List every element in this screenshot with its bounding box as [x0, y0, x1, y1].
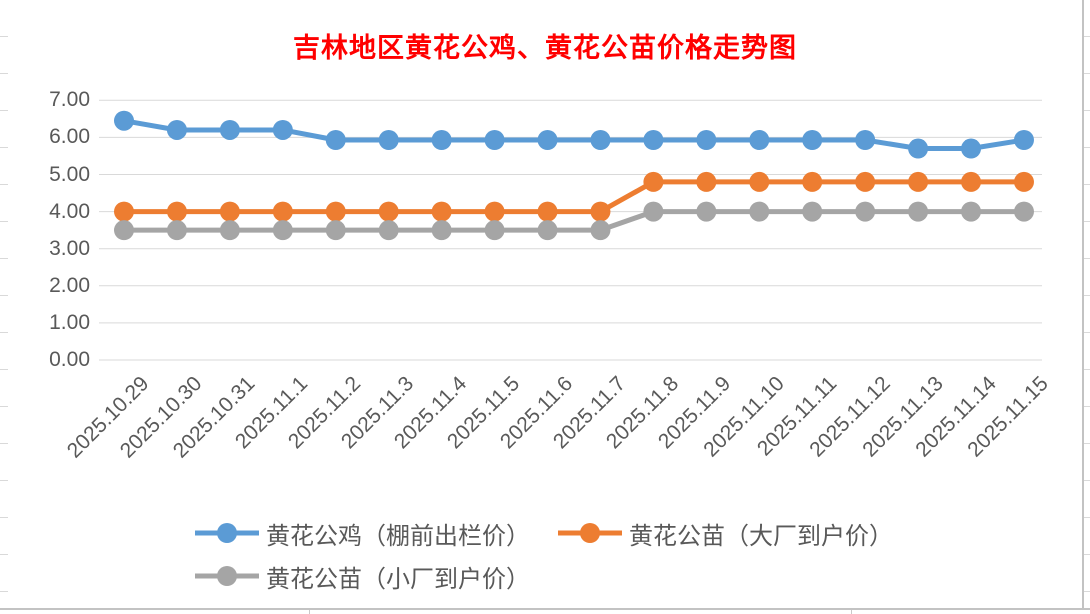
- data-point-marker[interactable]: [802, 129, 823, 150]
- data-point-marker[interactable]: [643, 129, 664, 150]
- y-axis-tick-label: 6.00: [49, 125, 90, 149]
- data-point-marker[interactable]: [590, 129, 611, 150]
- legend-label: 黄花公苗（小厂到户价）: [266, 565, 530, 593]
- series-line-2: [121, 209, 1027, 233]
- data-point-marker[interactable]: [325, 220, 346, 241]
- sheet-strip-bottom: [0, 608, 1090, 614]
- data-point-marker[interactable]: [908, 171, 929, 192]
- data-point-marker[interactable]: [961, 138, 982, 159]
- y-axis-tick-label: 3.00: [49, 236, 90, 260]
- sheet-column-line: [309, 610, 310, 614]
- data-point-marker[interactable]: [166, 220, 187, 241]
- data-point-marker[interactable]: [166, 119, 187, 140]
- data-point-marker[interactable]: [643, 171, 664, 192]
- series-line-0: [121, 118, 1027, 152]
- data-point-marker[interactable]: [696, 129, 717, 150]
- data-point-marker[interactable]: [219, 201, 240, 222]
- data-point-marker[interactable]: [961, 201, 982, 222]
- data-point-marker[interactable]: [537, 201, 558, 222]
- y-axis-tick-label: 4.00: [49, 199, 90, 223]
- data-point-marker[interactable]: [114, 201, 134, 222]
- data-point-marker[interactable]: [590, 220, 611, 241]
- data-point-marker[interactable]: [272, 201, 293, 222]
- legend-item[interactable]: 黄花公苗（大厂到户价）: [558, 518, 893, 550]
- data-point-marker[interactable]: [908, 138, 929, 159]
- data-point-marker[interactable]: [484, 129, 505, 150]
- chart-legend: 黄花公鸡（棚前出栏价） 黄花公苗（大厂到户价） 黄花公苗（小厂到户价）: [195, 518, 895, 593]
- data-point-marker[interactable]: [908, 201, 929, 222]
- data-point-marker[interactable]: [325, 201, 346, 222]
- data-point-marker[interactable]: [855, 171, 876, 192]
- y-axis-tick-label: 0.00: [49, 348, 90, 371]
- legend-marker-icon: [558, 523, 622, 543]
- y-axis-tick-label: 7.00: [49, 88, 90, 112]
- data-point-marker[interactable]: [1013, 129, 1034, 150]
- data-point-marker[interactable]: [802, 171, 823, 192]
- chart-title: 吉林地区黄花公鸡、黄花公苗价格走势图: [293, 33, 797, 64]
- y-axis-tick-label: 1.00: [49, 310, 90, 334]
- data-point-marker[interactable]: [219, 119, 240, 140]
- legend-marker-icon: [195, 523, 259, 543]
- data-point-marker[interactable]: [749, 129, 770, 150]
- data-point-marker[interactable]: [378, 201, 399, 222]
- legend-label: 黄花公鸡（棚前出栏价）: [266, 522, 530, 550]
- data-point-marker[interactable]: [484, 201, 505, 222]
- data-point-marker[interactable]: [696, 201, 717, 222]
- data-point-marker[interactable]: [219, 220, 240, 241]
- series-line-1: [121, 179, 1027, 215]
- legend-item[interactable]: 黄花公鸡（棚前出栏价）: [195, 518, 530, 550]
- data-point-marker[interactable]: [696, 171, 717, 192]
- data-point-marker[interactable]: [643, 201, 664, 222]
- data-point-marker[interactable]: [537, 220, 558, 241]
- plot-surface: [99, 99, 1042, 361]
- data-point-marker[interactable]: [378, 220, 399, 241]
- data-point-marker[interactable]: [272, 220, 293, 241]
- data-point-marker[interactable]: [749, 171, 770, 192]
- legend-label: 黄花公苗（大厂到户价）: [629, 522, 893, 550]
- chart-area: 吉林地区黄花公鸡、黄花公苗价格走势图 0.00 1.00 2.00 3.00 4.00 5…: [8, 0, 1082, 608]
- data-point-marker[interactable]: [431, 201, 452, 222]
- data-point-marker[interactable]: [537, 129, 558, 150]
- y-axis-tick-label: 2.00: [49, 273, 90, 297]
- data-point-marker[interactable]: [325, 129, 346, 150]
- data-point-marker[interactable]: [961, 171, 982, 192]
- data-point-marker[interactable]: [378, 129, 399, 150]
- legend-item[interactable]: 黄花公苗（小厂到户价）: [195, 561, 530, 593]
- data-point-marker[interactable]: [855, 201, 876, 222]
- data-point-marker[interactable]: [590, 201, 611, 222]
- y-axis-tick-label: 5.00: [49, 162, 90, 186]
- data-point-marker[interactable]: [166, 201, 187, 222]
- data-point-marker[interactable]: [802, 201, 823, 222]
- data-point-marker[interactable]: [272, 119, 293, 140]
- data-point-marker[interactable]: [1013, 171, 1034, 192]
- sheet-column-line: [851, 610, 852, 614]
- data-point-marker[interactable]: [114, 110, 134, 131]
- data-point-marker[interactable]: [431, 129, 452, 150]
- data-point-marker[interactable]: [855, 129, 876, 150]
- legend-marker-icon: [195, 566, 259, 586]
- data-point-marker[interactable]: [431, 220, 452, 241]
- data-point-marker[interactable]: [749, 201, 770, 222]
- data-point-marker[interactable]: [1013, 201, 1034, 222]
- data-point-marker[interactable]: [114, 220, 134, 241]
- data-point-marker[interactable]: [484, 220, 505, 241]
- sheet-gridlines-right: [1082, 0, 1090, 614]
